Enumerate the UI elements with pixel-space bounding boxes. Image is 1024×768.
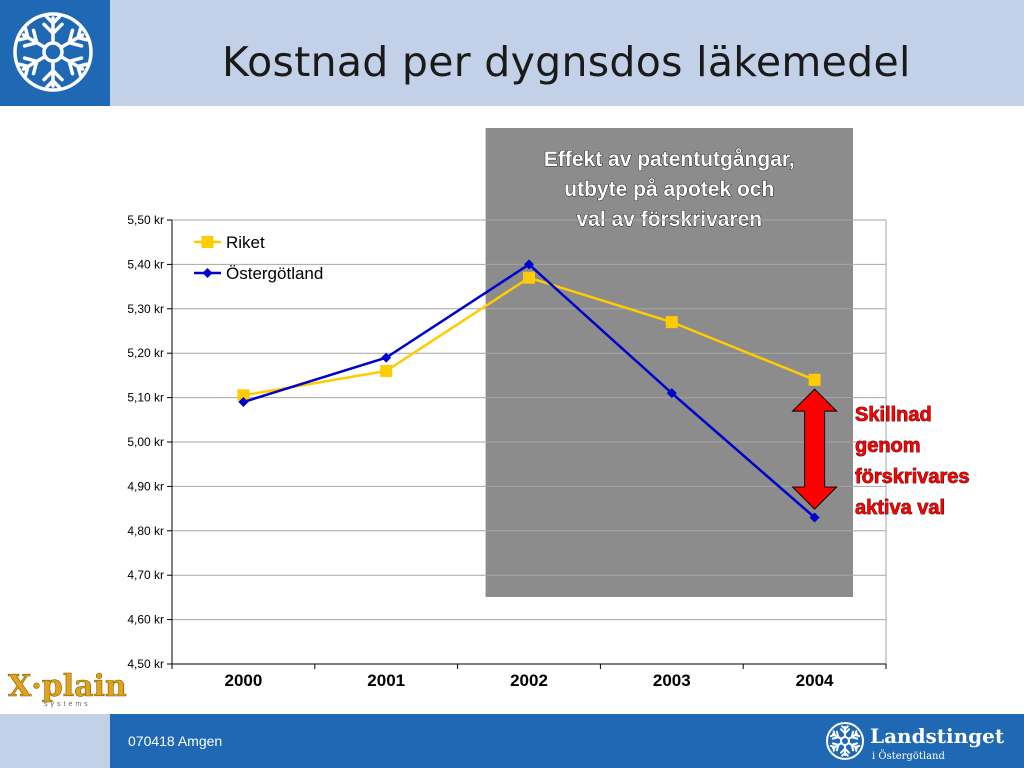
y-tick-label: 5,40 kr xyxy=(127,257,164,271)
y-tick-label: 5,30 kr xyxy=(127,302,164,316)
y-tick-label: 5,10 kr xyxy=(127,391,164,405)
x-tick-label: 2001 xyxy=(367,671,405,690)
annotation-text-line: aktiva val xyxy=(855,497,945,519)
x-tick-label: 2002 xyxy=(510,671,548,690)
line-chart: Effekt av patentutgångar, utbyte på apote… xyxy=(127,128,970,690)
series-2-point xyxy=(809,512,820,523)
legend-marker xyxy=(202,268,213,278)
x-tick-label: 2004 xyxy=(796,671,834,690)
highlight-panel xyxy=(485,128,853,597)
snowflake-logo-icon xyxy=(13,12,93,92)
highlight-text-line: utbyte på apotek och xyxy=(564,178,774,201)
series-2-point xyxy=(381,352,392,363)
y-tick-label: 5,20 kr xyxy=(127,346,164,360)
footer-left-box xyxy=(0,714,110,768)
y-tick-label: 5,50 kr xyxy=(127,213,164,227)
legend-label: Riket xyxy=(226,233,265,252)
highlight-text-line: Effekt av patentutgångar, xyxy=(544,148,795,171)
header-band xyxy=(110,0,1024,106)
x-tick-label: 2003 xyxy=(653,671,691,690)
series-2-point xyxy=(524,259,534,270)
y-tick-label: 4,60 kr xyxy=(127,613,164,627)
top-logo-box xyxy=(0,0,110,106)
footer-text: 070418 Amgen xyxy=(128,733,223,749)
landsting-logo-subtext: i Östergötland xyxy=(872,751,945,762)
y-tick-label: 5,00 kr xyxy=(127,435,164,449)
y-tick-label: 4,70 kr xyxy=(127,568,164,582)
annotation-text-line: genom xyxy=(855,435,921,457)
y-tick-label: 4,90 kr xyxy=(127,479,164,493)
series-2-point xyxy=(238,397,249,408)
series-1-point xyxy=(237,389,250,402)
series-1-point xyxy=(808,373,821,386)
y-tick-label: 4,50 kr xyxy=(127,657,164,671)
page-title: Kostnad per dygnsdos läkemedel xyxy=(222,38,911,86)
footer-band xyxy=(110,714,1024,768)
x-tick-label: 2000 xyxy=(224,671,262,690)
legend-marker xyxy=(201,236,214,248)
annotation-text-line: förskrivares xyxy=(855,466,970,488)
difference-arrow xyxy=(791,388,838,510)
landsting-logo-text: Landstinget xyxy=(870,724,1005,748)
annotation-text-line: Skillnad xyxy=(855,404,932,426)
series-1-point xyxy=(523,271,535,284)
series-1-point xyxy=(665,316,678,329)
series-2-point xyxy=(666,388,677,399)
series-1-point xyxy=(380,364,393,377)
y-tick-label: 4,80 kr xyxy=(127,524,164,538)
legend-label: Östergötland xyxy=(226,264,323,283)
